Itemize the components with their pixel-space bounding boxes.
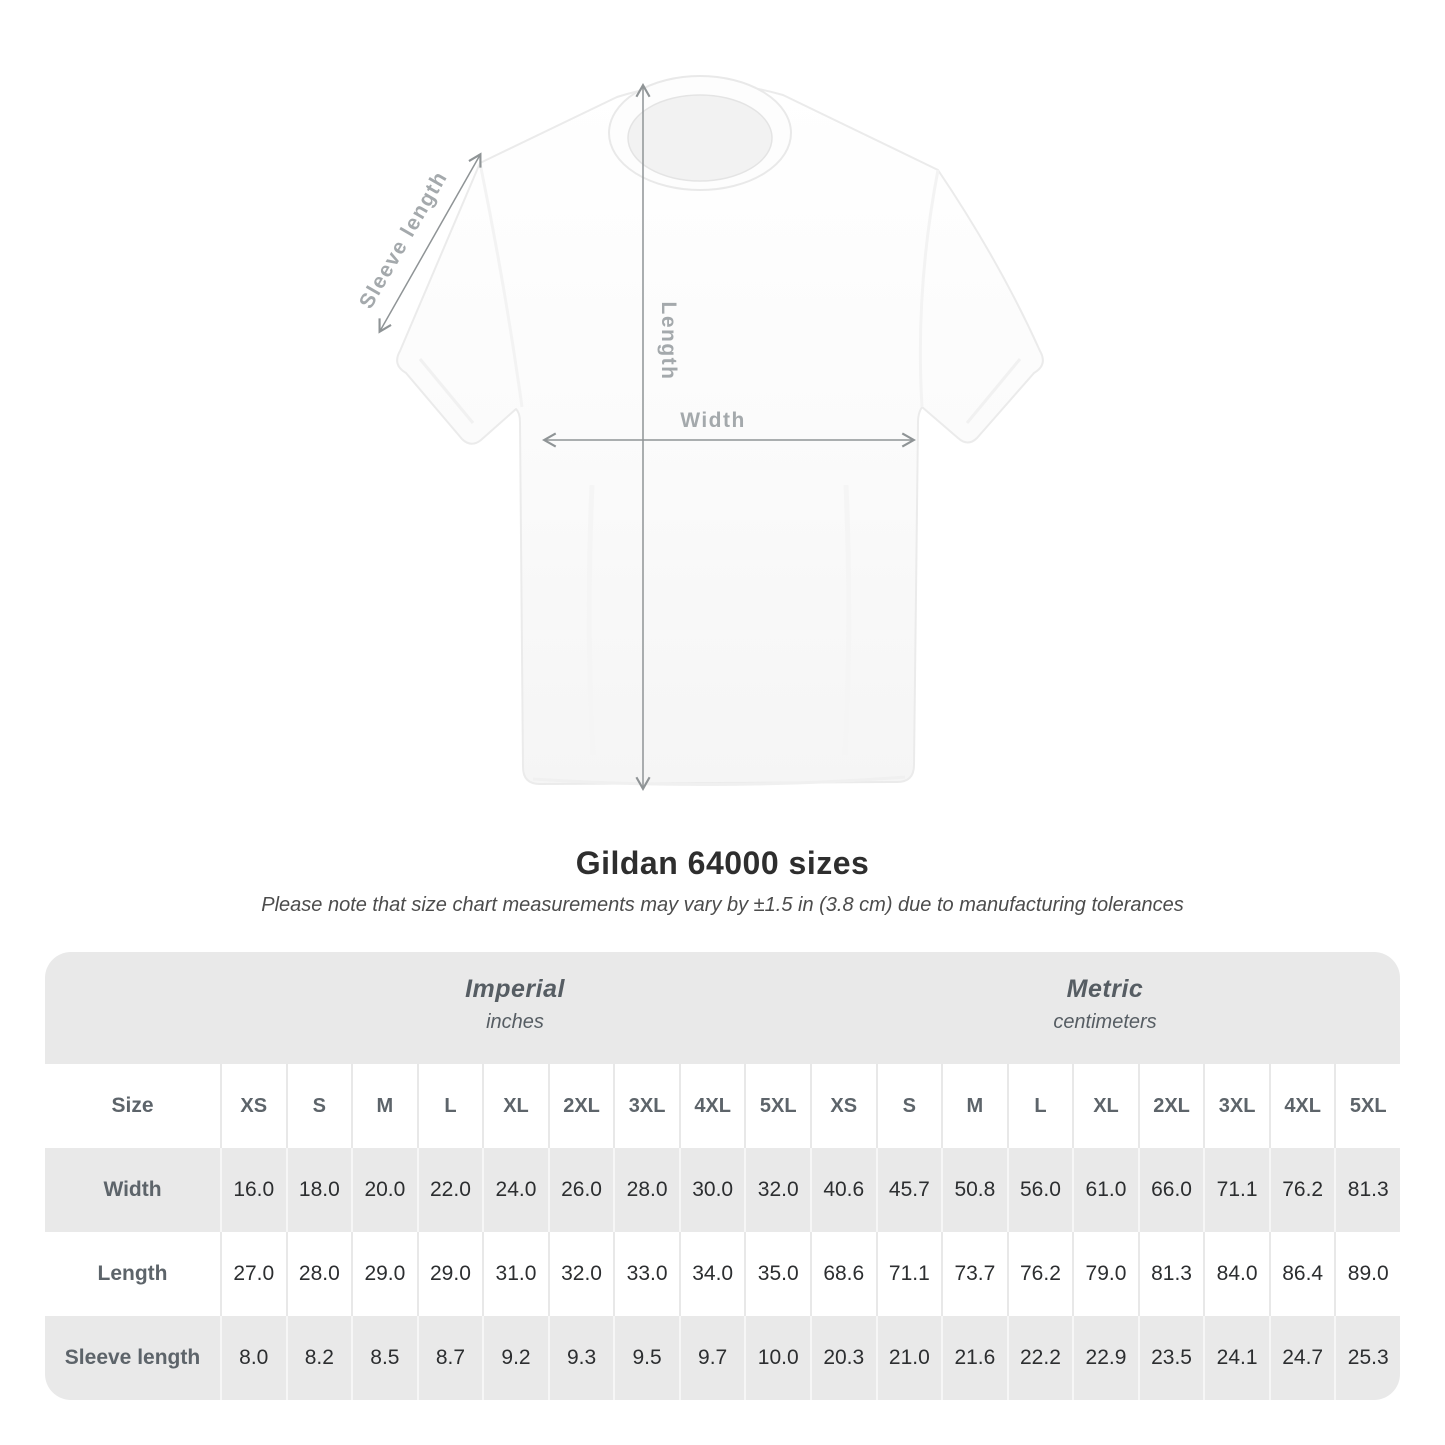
value-cell-imperial: 8.7 (416, 1316, 483, 1400)
length-label: Length (657, 301, 680, 381)
measurement-arrows (378, 83, 916, 791)
size-col-header-imperial: 4XL (678, 1064, 745, 1148)
size-col-header-imperial: M (351, 1064, 417, 1148)
imperial-title: Imperial (465, 974, 565, 1003)
metric-unit: centimeters (1053, 1010, 1157, 1033)
value-cell-metric: 81.3 (1137, 1232, 1204, 1316)
value-cell-metric: 22.2 (1006, 1316, 1073, 1400)
value-cell-imperial: 35.0 (744, 1232, 810, 1316)
value-cell-imperial: 20.0 (351, 1148, 417, 1232)
size-col-header-imperial: 3XL (613, 1064, 679, 1148)
value-cell-imperial: 10.0 (744, 1316, 810, 1400)
size-col-header-metric: 4XL (1268, 1064, 1335, 1148)
value-cell-metric: 22.9 (1072, 1316, 1138, 1400)
value-cell-metric: 50.8 (941, 1148, 1007, 1232)
value-cell-metric: 79.0 (1072, 1232, 1138, 1316)
value-cell-metric: 66.0 (1137, 1148, 1204, 1232)
value-cell-imperial: 22.0 (416, 1148, 483, 1232)
value-cell-imperial: 32.0 (547, 1232, 614, 1316)
value-cell-imperial: 26.0 (547, 1148, 614, 1232)
size-col-header-metric: L (1006, 1064, 1073, 1148)
tolerance-note: Please note that size chart measurements… (261, 894, 1184, 916)
value-cell-imperial: 16.0 (220, 1148, 286, 1232)
imperial-unit: inches (486, 1010, 544, 1033)
value-cell-metric: 25.3 (1334, 1316, 1400, 1400)
metric-header: Metric centimeters (810, 952, 1400, 1064)
size-col-header-metric: 2XL (1137, 1064, 1204, 1148)
value-cell-metric: 23.5 (1137, 1316, 1204, 1400)
size-col-header-metric: XS (810, 1064, 876, 1148)
size-col-header-metric: M (941, 1064, 1007, 1148)
sleeve-length-arrow (378, 152, 482, 334)
value-cell-imperial: 27.0 (220, 1232, 286, 1316)
value-cell-imperial: 8.5 (351, 1316, 417, 1400)
value-cell-metric: 20.3 (810, 1316, 876, 1400)
value-cell-metric: 68.6 (810, 1232, 876, 1316)
value-cell-imperial: 29.0 (416, 1232, 483, 1316)
value-cell-imperial: 32.0 (744, 1148, 810, 1232)
page-title: Gildan 64000 sizes (575, 845, 870, 881)
value-cell-metric: 86.4 (1268, 1232, 1335, 1316)
band-spacer (45, 952, 220, 1064)
value-cell-metric: 40.6 (810, 1148, 876, 1232)
row-label: Length (45, 1232, 220, 1316)
value-cell-imperial: 28.0 (613, 1148, 679, 1232)
size-row-label: Size (45, 1064, 220, 1148)
value-cell-imperial: 29.0 (351, 1232, 417, 1316)
value-cell-metric: 21.6 (941, 1316, 1007, 1400)
value-cell-imperial: 31.0 (482, 1232, 548, 1316)
size-col-header-metric: 3XL (1203, 1064, 1269, 1148)
row-label: Width (45, 1148, 220, 1232)
size-col-header-imperial: XS (220, 1064, 286, 1148)
value-cell-imperial: 9.7 (678, 1316, 745, 1400)
size-col-header-imperial: 5XL (744, 1064, 810, 1148)
size-col-header-imperial: XL (482, 1064, 548, 1148)
value-cell-metric: 61.0 (1072, 1148, 1138, 1232)
value-cell-imperial: 30.0 (678, 1148, 745, 1232)
value-cell-imperial: 28.0 (285, 1232, 352, 1316)
size-col-header-imperial: S (285, 1064, 352, 1148)
size-col-header-imperial: L (416, 1064, 483, 1148)
imperial-header: Imperial inches (220, 952, 810, 1064)
value-cell-imperial: 9.3 (547, 1316, 614, 1400)
size-col-header-imperial: 2XL (547, 1064, 614, 1148)
value-cell-imperial: 34.0 (678, 1232, 745, 1316)
value-cell-metric: 56.0 (1006, 1148, 1073, 1232)
row-label: Sleeve length (45, 1316, 220, 1400)
value-cell-metric: 71.1 (1203, 1148, 1269, 1232)
width-label: Width (680, 409, 746, 432)
size-col-header-metric: S (875, 1064, 942, 1148)
value-cell-metric: 45.7 (875, 1148, 942, 1232)
table-header-band: Imperial inches Metric centimeters (45, 952, 1400, 1064)
value-cell-metric: 71.1 (875, 1232, 942, 1316)
size-table: Imperial inches Metric centimeters Size X… (45, 952, 1400, 1400)
value-cell-metric: 76.2 (1268, 1148, 1335, 1232)
value-cell-imperial: 9.5 (613, 1316, 679, 1400)
size-grid: Size XS S M L XL 2XL 3XL 4XL 5XL XS S M L XL 2XL 3XL 4XL 5… (45, 1064, 1400, 1400)
value-cell-metric: 81.3 (1334, 1148, 1400, 1232)
value-cell-imperial: 9.2 (482, 1316, 548, 1400)
value-cell-metric: 24.1 (1203, 1316, 1269, 1400)
metric-title: Metric (1066, 974, 1144, 1003)
value-cell-imperial: 8.0 (220, 1316, 286, 1400)
value-cell-metric: 89.0 (1334, 1232, 1400, 1316)
size-col-header-metric: XL (1072, 1064, 1138, 1148)
value-cell-imperial: 8.2 (285, 1316, 352, 1400)
size-col-header-metric: 5XL (1334, 1064, 1400, 1148)
value-cell-metric: 21.0 (875, 1316, 942, 1400)
value-cell-metric: 84.0 (1203, 1232, 1269, 1316)
value-cell-metric: 73.7 (941, 1232, 1007, 1316)
value-cell-imperial: 18.0 (285, 1148, 352, 1232)
value-cell-metric: 24.7 (1268, 1316, 1335, 1400)
value-cell-metric: 76.2 (1006, 1232, 1073, 1316)
value-cell-imperial: 24.0 (482, 1148, 548, 1232)
value-cell-imperial: 33.0 (613, 1232, 679, 1316)
